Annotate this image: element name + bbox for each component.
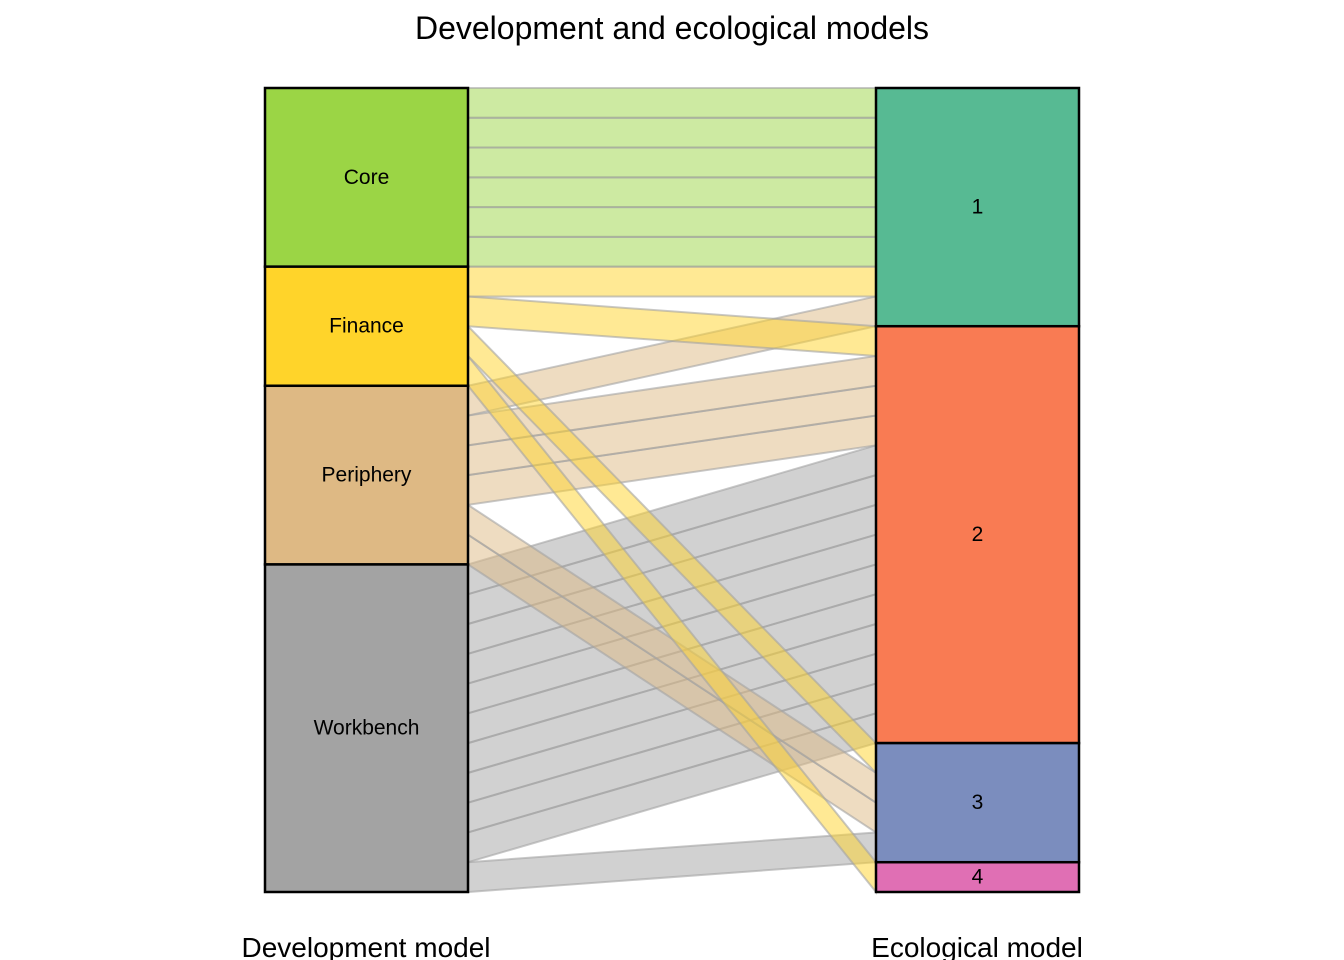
nodes-layer: Core Finance Periphery Workbench 1 2 3 4 [263, 86, 1081, 894]
flows-layer [467, 87, 877, 895]
left-node-finance [263, 265, 470, 388]
left-node-periphery [263, 384, 470, 566]
left-node-label-finance: Finance [329, 315, 404, 338]
right-node-2 [874, 324, 1081, 745]
flow-core-to-1 [467, 206, 877, 238]
left-node-core [263, 86, 470, 268]
right-node-label-1: 1 [972, 196, 984, 219]
flow-core-to-1 [467, 146, 877, 179]
chart-title: Development and ecological models [415, 10, 929, 46]
flow-finance-to-1 [467, 265, 877, 298]
flow-core-to-1 [467, 116, 877, 149]
right-node-label-3: 3 [972, 791, 984, 814]
flow-core-to-1 [467, 235, 877, 268]
flow-core-to-1 [467, 176, 877, 209]
axis-label-ecological: Ecological model [871, 932, 1083, 960]
axis-label-development: Development model [241, 932, 490, 960]
right-node-label-2: 2 [972, 523, 984, 546]
right-node-3 [874, 741, 1081, 864]
left-node-label-periphery: Periphery [322, 464, 412, 487]
left-node-label-workbench: Workbench [314, 717, 420, 740]
right-node-label-4: 4 [972, 866, 984, 889]
left-node-workbench [263, 563, 470, 894]
flow-core-to-1 [467, 87, 877, 119]
left-node-label-core: Core [344, 166, 390, 189]
right-node-4 [874, 860, 1081, 894]
